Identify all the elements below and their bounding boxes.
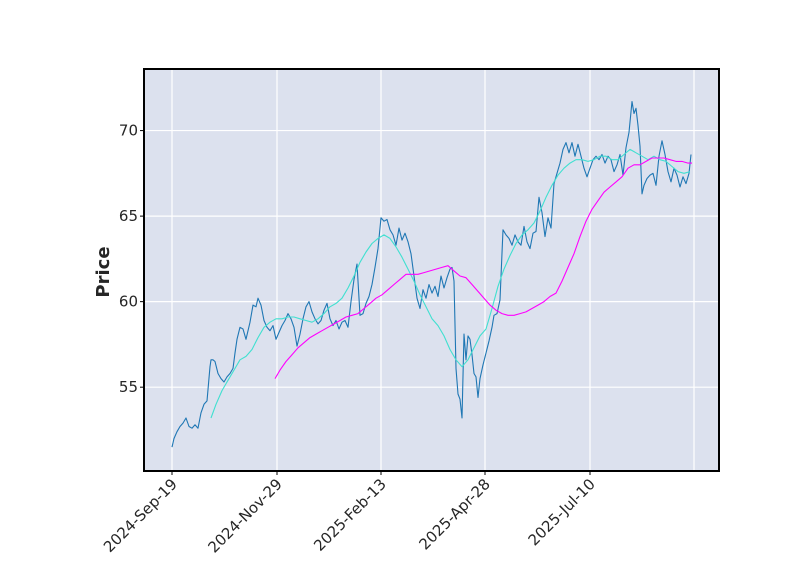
x-tick-label: 2025-Apr-28: [416, 475, 494, 553]
x-tick-label: 2025-Feb-13: [310, 475, 390, 555]
plot-frame: [143, 68, 720, 472]
x-tick-labels: 2024-Sep-19 2024-Nov-29 2025-Feb-13 2025-Ap…: [100, 471, 599, 556]
y-axis-title: Price: [93, 246, 114, 297]
x-tick-label: 2024-Sep-19: [100, 475, 181, 556]
y-tick-label: 65: [119, 207, 138, 225]
y-tick-label: 70: [119, 122, 138, 140]
x-tick-label: 2024-Nov-29: [205, 475, 286, 556]
data-series: [171, 100, 692, 448]
y-tick-labels: 55 60 65 70: [119, 122, 144, 396]
x-tick-label: 2025-Jul-10: [525, 475, 599, 549]
grid-lines: [144, 69, 719, 471]
series-line-ma-short: [210, 148, 691, 419]
y-tick-label: 60: [119, 293, 138, 311]
series-line-ma-long: [274, 157, 692, 379]
series-line-close: [171, 100, 692, 448]
y-tick-label: 55: [119, 378, 138, 396]
